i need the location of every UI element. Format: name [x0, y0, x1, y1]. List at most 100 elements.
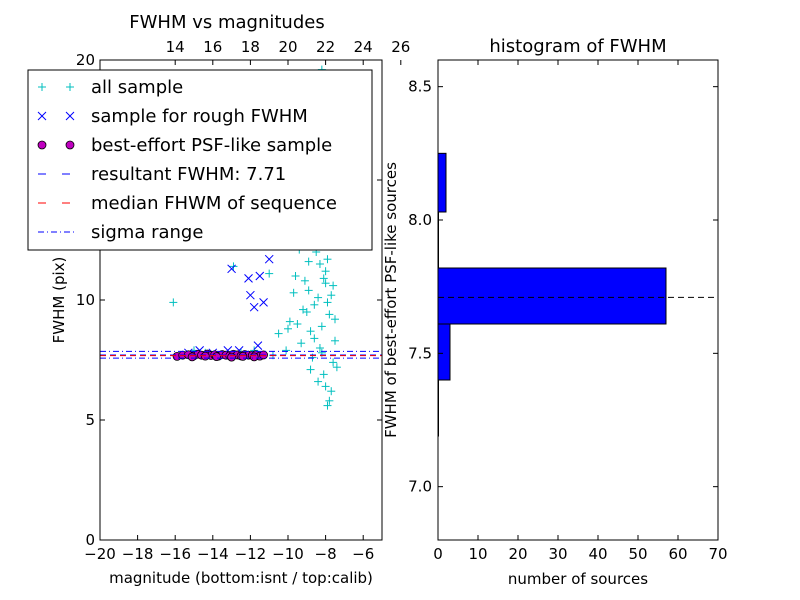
point-1-5-b	[264, 254, 274, 264]
point-1-1	[244, 274, 253, 283]
legend-entry: all sample	[38, 77, 183, 98]
legend-marker-a	[37, 111, 47, 121]
x-tick-label: −8	[315, 545, 337, 563]
legend-label: sample for rough FWHM	[91, 106, 308, 127]
point-0-59	[315, 260, 324, 268]
x-tick-label: −14	[197, 545, 229, 563]
histogram-x-label: number of sources	[508, 570, 648, 588]
x-tick-label: −10	[272, 545, 304, 563]
point-1-13-b	[253, 341, 263, 350]
legend-label: resultant FWHM: 7.71	[91, 164, 286, 185]
histogram-frame	[437, 59, 719, 541]
point-0-32	[325, 396, 334, 405]
point-0-8	[293, 320, 302, 328]
scatter-reference-lines	[100, 350, 382, 359]
point-0-4	[274, 329, 283, 338]
point-0-19	[317, 322, 326, 331]
x-tick-label: 70	[708, 545, 727, 563]
x-tick-label: 40	[588, 545, 607, 563]
legend-label: sigma range	[91, 222, 203, 243]
point-1-6	[246, 290, 255, 300]
histogram-y-ticks: 7.0 7.5 8.0 8.5	[408, 78, 718, 496]
x-tick-label: −18	[122, 545, 154, 563]
point-1-7	[259, 298, 268, 307]
point-1-1-b	[244, 274, 253, 283]
point-1-6-b	[246, 290, 255, 300]
legend-marker-b	[66, 83, 74, 91]
histogram-title: histogram of FWHM	[489, 36, 666, 57]
point-0-60	[310, 334, 319, 343]
histogram-x-ticks: 0 10 20 30 40 50 60 70	[433, 60, 728, 563]
legend-label: median FHWM of sequence	[91, 193, 337, 214]
x-tick-label: 10	[468, 545, 487, 563]
point-0-57	[323, 298, 332, 307]
y-tick-label: 0	[85, 531, 95, 549]
point-0-64	[304, 286, 313, 295]
top-tick-label: 26	[391, 38, 410, 56]
point-2-22	[187, 352, 197, 362]
point-0-48	[291, 272, 300, 280]
point-0-40	[323, 401, 332, 410]
legend-label: best-effort PSF-like sample	[91, 135, 332, 156]
histogram-panel: 0 10 20 30 40 50 60 70 7.0 7.5 8.0 8.5 histogram o…	[382, 36, 728, 588]
scatter-y-label: FWHM (pix)	[50, 257, 68, 344]
y-tick-label: 7.5	[408, 344, 432, 362]
x-tick-label: 30	[548, 545, 567, 563]
point-0-3	[265, 269, 274, 278]
scatter-top-ticks: 14 16 18 20 22 24 26	[166, 38, 410, 65]
point-1-7-b	[259, 298, 268, 307]
scatter-x-label: magnitude (bottom:isnt / top:calib)	[109, 569, 373, 587]
legend-items: all sample sample for rough FWHM best-effo…	[37, 77, 337, 243]
histogram-bar	[437, 152, 447, 213]
point-1-3-b	[255, 271, 265, 281]
x-tick-label: −20	[84, 545, 116, 563]
scatter-panel: −20−18−16−14−12−10−8−6 05101520 14161820…	[27, 12, 410, 587]
top-tick-label: 20	[278, 38, 297, 56]
point-0-35	[319, 274, 328, 283]
legend-marker-b-b	[65, 111, 75, 121]
y-tick-label: 8.5	[408, 78, 432, 96]
point-0-21	[321, 267, 330, 276]
point-0-0	[169, 298, 178, 307]
x-tick-label: 50	[628, 545, 647, 563]
y-tick-label: 8.0	[408, 211, 432, 229]
point-0-9	[297, 339, 306, 348]
scatter-title: FWHM vs magnitudes	[129, 12, 324, 33]
point-2-26	[238, 351, 248, 361]
point-0-27	[332, 363, 341, 372]
histogram-y-label: FWHM of best-effort PSF-like sources	[382, 162, 400, 438]
legend-entry: median FHWM of sequence	[38, 193, 337, 214]
point-2-25	[227, 352, 237, 362]
point-0-61	[321, 279, 330, 288]
legend-label: all sample	[91, 77, 183, 98]
point-0-26	[331, 336, 339, 345]
scatter-legend: all sample sample for rough FWHM best-effo…	[27, 69, 373, 251]
x-tick-label: 20	[508, 545, 527, 563]
point-1-2	[249, 302, 259, 312]
point-2-24	[212, 352, 221, 362]
y-tick-label: 7.0	[408, 478, 432, 496]
point-0-47	[299, 305, 308, 314]
histogram-bar	[437, 267, 667, 325]
legend-entry: best-effort PSF-like sample	[37, 135, 332, 156]
legend-marker-a-b	[37, 111, 47, 121]
legend-entry: resultant FWHM: 7.71	[38, 164, 286, 185]
point-0-66	[284, 324, 292, 333]
point-0-36	[323, 255, 332, 264]
point-0-15	[310, 300, 319, 309]
x-tick-label: −12	[235, 545, 267, 563]
legend-entry: sample for rough FWHM	[37, 106, 308, 127]
point-0-6	[285, 317, 294, 326]
point-1-0-b	[227, 264, 236, 274]
point-0-55	[314, 377, 323, 386]
point-0-44	[329, 358, 338, 367]
top-tick-label: 24	[354, 38, 373, 56]
legend-marker-b	[65, 140, 75, 150]
point-1-13	[253, 341, 263, 350]
x-tick-label: 0	[433, 545, 443, 563]
point-0-10	[300, 276, 309, 285]
point-1-2-b	[249, 302, 259, 312]
point-0-7	[289, 288, 298, 297]
point-1-0	[227, 264, 236, 274]
point-0-31	[321, 382, 330, 391]
